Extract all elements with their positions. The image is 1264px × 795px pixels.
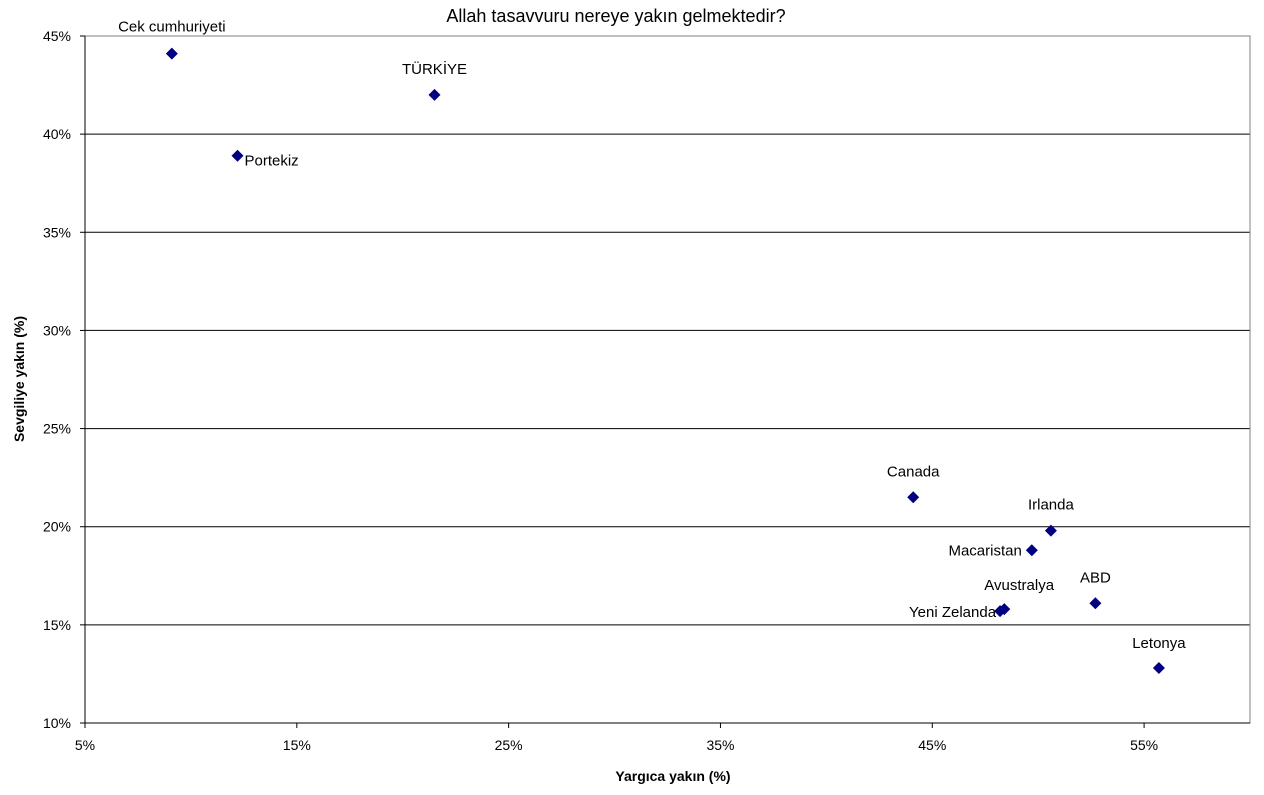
x-axis-ticks: 5% 15% 25% 35% 45% 55% bbox=[75, 723, 1158, 753]
x-axis-title: Yargıca yakın (%) bbox=[615, 768, 730, 784]
data-point bbox=[1025, 544, 1038, 557]
chart-title: Allah tasavvuru nereye yakın gelmektedir… bbox=[446, 6, 785, 26]
data-label: Letonya bbox=[1132, 635, 1186, 652]
x-tick-label: 5% bbox=[75, 737, 95, 753]
data-label: Yeni Zelanda bbox=[909, 604, 997, 621]
y-tick-label: 20% bbox=[43, 519, 71, 535]
data-point bbox=[1089, 597, 1102, 610]
axes bbox=[84, 36, 1250, 724]
data-point bbox=[1152, 662, 1165, 675]
data-label: Avustralya bbox=[984, 577, 1054, 594]
y-axis-title: Sevgiliye yakın (%) bbox=[11, 316, 27, 442]
data-point bbox=[1044, 524, 1057, 537]
x-tick-label: 45% bbox=[918, 737, 946, 753]
y-tick-label: 30% bbox=[43, 322, 71, 338]
x-tick-label: 55% bbox=[1130, 737, 1158, 753]
y-tick-label: 40% bbox=[43, 126, 71, 142]
data-label: TÜRKİYE bbox=[402, 60, 467, 78]
y-tick-label: 25% bbox=[43, 421, 71, 437]
y-tick-label: 45% bbox=[43, 28, 71, 44]
y-tick-label: 15% bbox=[43, 617, 71, 633]
x-tick-label: 35% bbox=[706, 737, 734, 753]
x-tick-label: 25% bbox=[495, 737, 523, 753]
data-label: ABD bbox=[1080, 569, 1111, 586]
data-point bbox=[994, 605, 1007, 618]
data-label: Canada bbox=[887, 463, 940, 480]
data-label: Portekiz bbox=[245, 153, 299, 170]
data-point bbox=[231, 149, 244, 162]
x-tick-label: 15% bbox=[283, 737, 311, 753]
y-tick-label: 35% bbox=[43, 224, 71, 240]
data-labels: Cek cumhuriyeti TÜRKİYE Portekiz Canada Irla… bbox=[118, 19, 1186, 652]
data-points bbox=[165, 47, 1165, 675]
data-label: Cek cumhuriyeti bbox=[118, 19, 226, 36]
plot-area bbox=[84, 35, 1251, 724]
data-point bbox=[907, 491, 920, 504]
data-label: Irlanda bbox=[1028, 497, 1075, 514]
data-label: Macaristan bbox=[948, 542, 1021, 559]
gridlines bbox=[85, 35, 1250, 626]
y-axis-ticks: 10% 15% 20% 25% 30% 35% 40% 45% bbox=[43, 28, 85, 731]
data-point bbox=[428, 88, 441, 101]
y-tick-label: 10% bbox=[43, 715, 71, 731]
data-point bbox=[165, 47, 178, 60]
